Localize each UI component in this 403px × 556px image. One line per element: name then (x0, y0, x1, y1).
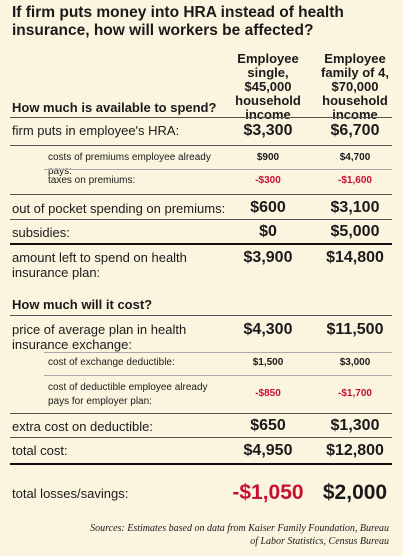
value: $5,000 (330, 223, 380, 240)
row-label: total cost: (12, 443, 68, 458)
value: $3,100 (330, 199, 380, 216)
row-label: cost of exchange deductible: (48, 357, 175, 368)
value: $6,700 (330, 122, 380, 139)
value: $1,500 (252, 357, 284, 368)
rule (44, 169, 392, 170)
row-label: costs of premiums employee already pays: (48, 152, 211, 177)
value: -$300 (255, 175, 281, 186)
value: $900 (256, 152, 280, 163)
rule (10, 219, 392, 220)
value: $12,800 (326, 442, 384, 459)
row-label: taxes on premiums: (48, 175, 136, 186)
value: -$1,050 (232, 481, 304, 504)
rule (10, 243, 392, 245)
rule (44, 352, 392, 353)
row-label: cost of deductible employee already pays… (48, 382, 208, 407)
section-heading: How much will it cost? (12, 297, 153, 312)
sources: Sources: Estimates based on data from Ka… (90, 523, 389, 547)
value: $4,300 (243, 321, 293, 338)
row-label: price of average plan in health insuranc… (12, 322, 187, 352)
row-label: amount left to spend on health insurance… (12, 250, 187, 280)
row-label: firm puts in employee's HRA: (12, 123, 180, 138)
rule (10, 413, 392, 414)
title: If firm puts money into HRA instead of h… (12, 4, 344, 39)
row-label: extra cost on deductible: (12, 419, 153, 434)
section-heading: How much is available to spend? (12, 100, 217, 115)
value: -$1,700 (338, 388, 372, 399)
rule (10, 194, 392, 195)
value: $14,800 (326, 249, 384, 266)
value: $4,700 (339, 152, 371, 163)
value: $3,900 (243, 249, 293, 266)
row-label: subsidies: (12, 225, 70, 240)
value: $11,500 (326, 321, 384, 338)
value: $650 (250, 417, 286, 434)
row-label: out of pocket spending on premiums: (12, 201, 226, 216)
value: $2,000 (322, 481, 388, 504)
rule (10, 463, 392, 465)
value: $3,000 (339, 357, 371, 368)
value: $0 (259, 223, 277, 240)
rule (10, 117, 392, 118)
value: $4,950 (243, 442, 293, 459)
rule (10, 145, 392, 146)
value: $3,300 (243, 122, 293, 139)
rule (10, 437, 392, 438)
rule (10, 315, 392, 316)
row-label: total losses/savings: (12, 486, 129, 501)
value: -$850 (255, 388, 281, 399)
value: $600 (250, 199, 286, 216)
value: $1,300 (330, 417, 380, 434)
rule (44, 375, 392, 376)
column-header: Employee single, $45,000 household incom… (235, 51, 301, 122)
value: -$1,600 (338, 175, 372, 186)
column-header: Employee family of 4, $70,000 household … (321, 51, 389, 122)
